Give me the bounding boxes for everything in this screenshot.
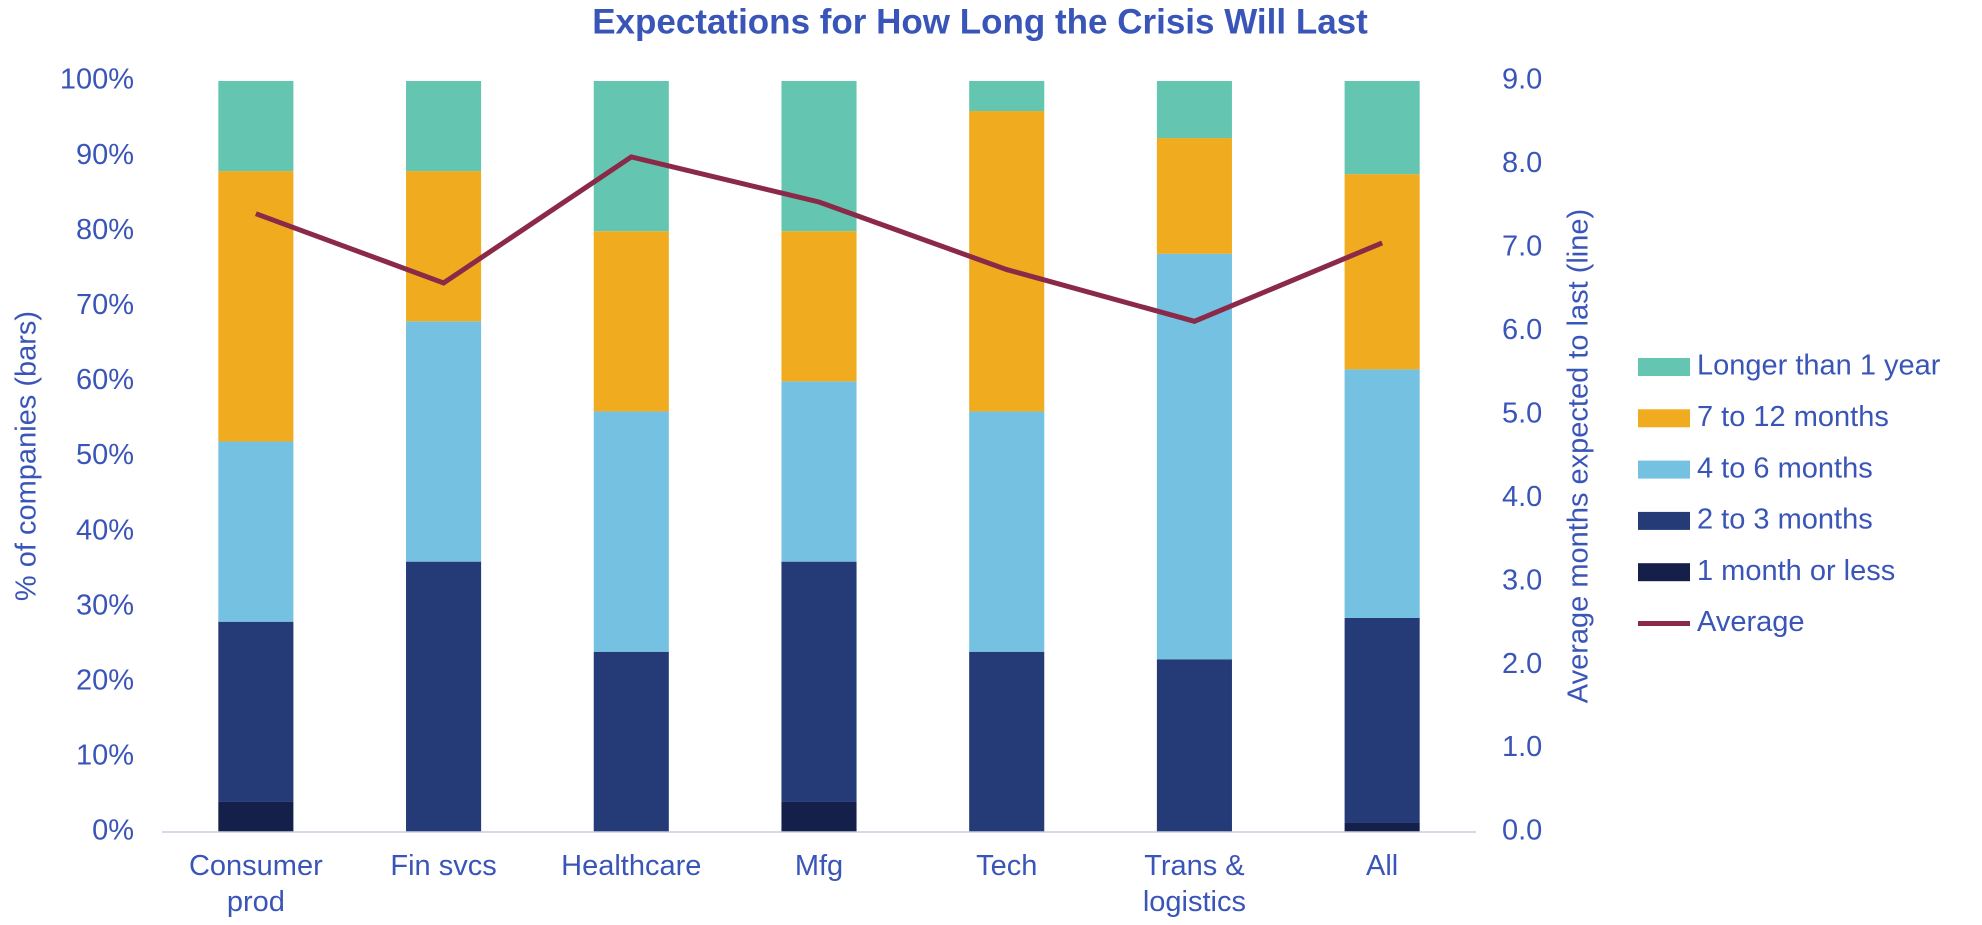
- bar-segment: [1344, 822, 1420, 832]
- bar-segment: [1344, 174, 1420, 370]
- legend-label: Longer than 1 year: [1697, 350, 1941, 382]
- x-tick-label: Tech: [976, 850, 1038, 882]
- legend-label: Average: [1697, 606, 1805, 638]
- legend-swatch: [1638, 358, 1690, 376]
- bar-segment: [218, 441, 294, 622]
- y2-tick-label: 9.0: [1502, 64, 1542, 96]
- bar-segment: [1156, 138, 1232, 254]
- bar-segment: [1344, 81, 1420, 175]
- y2-axis-title: Average months expected to last (line): [1563, 209, 1595, 703]
- y2-tick-label: 8.0: [1502, 147, 1542, 179]
- y2-tick-label: 1.0: [1502, 731, 1542, 763]
- y2-tick-label: 5.0: [1502, 397, 1542, 429]
- y2-tick-label: 2.0: [1502, 648, 1542, 680]
- y2-tick-label: 7.0: [1502, 231, 1542, 263]
- y-tick-label: 20%: [76, 664, 134, 696]
- bar-segment: [781, 81, 857, 232]
- y2-tick-label: 4.0: [1502, 481, 1542, 513]
- y2-tick-label: 3.0: [1502, 564, 1542, 596]
- bar-segment: [1156, 659, 1232, 832]
- bar-segment: [218, 801, 294, 832]
- y-tick-label: 0%: [92, 815, 134, 847]
- bar-segment: [593, 651, 669, 832]
- bar-segment: [969, 81, 1045, 112]
- bar-segment: [781, 381, 857, 562]
- x-tick-label: Trans & logistics: [1142, 850, 1246, 918]
- y-axis-title: % of companies (bars): [11, 311, 43, 601]
- bar-segment: [406, 321, 482, 562]
- legend-label: 7 to 12 months: [1697, 401, 1889, 433]
- y-tick-label: 10%: [76, 740, 134, 772]
- bar-segment: [781, 231, 857, 382]
- y-tick-label: 40%: [76, 514, 134, 546]
- bar-segment: [593, 231, 669, 412]
- y-tick-label: 50%: [76, 439, 134, 471]
- x-tick-label: Fin svcs: [390, 850, 497, 882]
- bar-segment: [969, 411, 1045, 652]
- bar-segment: [1344, 617, 1420, 823]
- average-line: [254, 154, 1384, 324]
- bar-segment: [406, 81, 482, 172]
- y-tick-label: 60%: [76, 364, 134, 396]
- legend-swatch: [1638, 511, 1690, 530]
- legend-swatch: [1638, 409, 1690, 428]
- y-tick-label: 100%: [60, 64, 134, 96]
- y2-tick-label: 6.0: [1502, 314, 1542, 346]
- legend-swatch: [1638, 563, 1690, 582]
- x-tick-label: Healthcare: [561, 850, 702, 882]
- bar-segment: [781, 801, 857, 832]
- bar-segment: [1156, 81, 1232, 139]
- legend-label: 1 month or less: [1697, 555, 1895, 587]
- bar-segment: [406, 561, 482, 832]
- x-tick-label: Mfg: [794, 850, 844, 882]
- bar-segment: [781, 561, 857, 802]
- y-tick-label: 70%: [76, 289, 134, 321]
- legend-label: 2 to 3 months: [1697, 504, 1873, 536]
- bar-segment: [969, 651, 1045, 832]
- bar-segment: [218, 621, 294, 802]
- x-tick-label: All: [1366, 850, 1399, 882]
- y-tick-label: 90%: [76, 139, 134, 171]
- y-tick-label: 30%: [76, 589, 134, 621]
- x-tick-label: Consumer prod: [188, 850, 323, 918]
- bar-segment: [406, 171, 482, 322]
- bar-segment: [593, 411, 669, 652]
- legend-swatch: [1638, 460, 1690, 479]
- y-tick-label: 80%: [76, 214, 134, 246]
- bar-segment: [218, 171, 294, 442]
- bar-segment: [1344, 369, 1420, 618]
- bar-segment: [218, 81, 294, 172]
- y2-tick-label: 0.0: [1502, 815, 1542, 847]
- chart-title: Expectations for How Long the Crisis Wil…: [592, 2, 1368, 41]
- legend-label: 4 to 6 months: [1697, 452, 1873, 484]
